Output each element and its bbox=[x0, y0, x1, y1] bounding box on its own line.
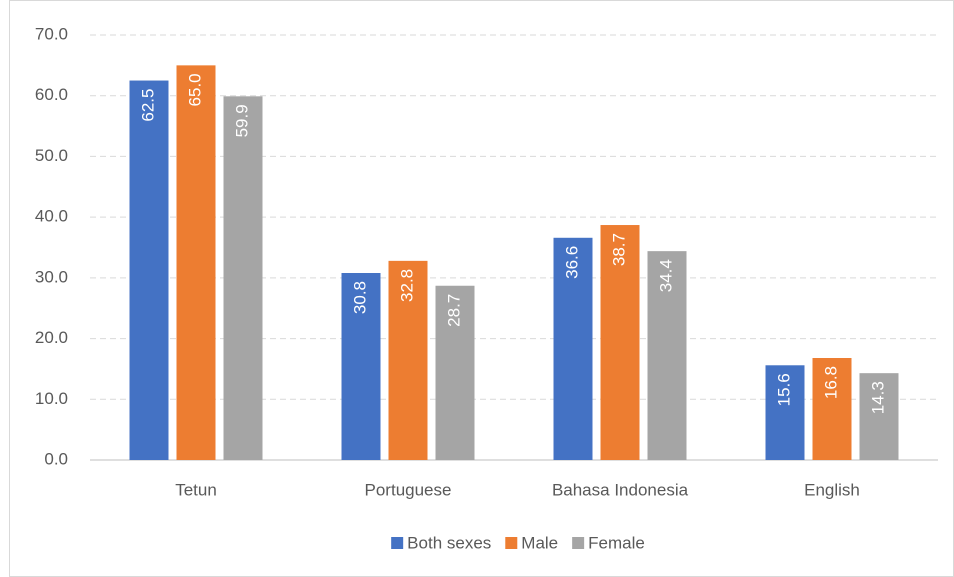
value-label: 14.3 bbox=[868, 381, 887, 414]
value-label: 15.6 bbox=[774, 373, 793, 406]
value-label: 16.8 bbox=[821, 366, 840, 399]
x-tick-label: Portuguese bbox=[365, 480, 452, 499]
y-tick-label: 60.0 bbox=[35, 85, 68, 104]
legend-label: Both sexes bbox=[407, 533, 491, 552]
x-tick-label: Bahasa Indonesia bbox=[552, 480, 689, 499]
legend-label: Male bbox=[521, 533, 558, 552]
value-label: 62.5 bbox=[138, 89, 157, 122]
y-tick-label: 20.0 bbox=[35, 328, 68, 347]
bar bbox=[223, 96, 263, 461]
legend-label: Female bbox=[588, 533, 645, 552]
value-label: 32.8 bbox=[397, 269, 416, 302]
bar bbox=[765, 365, 805, 460]
legend: Both sexes Male Female bbox=[391, 533, 645, 552]
legend-swatch bbox=[505, 537, 518, 549]
bar bbox=[129, 80, 169, 461]
bar bbox=[435, 285, 475, 460]
value-label: 28.7 bbox=[444, 294, 463, 327]
value-label: 36.6 bbox=[562, 246, 581, 279]
value-label: 65.0 bbox=[185, 73, 204, 106]
y-tick-label: 40.0 bbox=[35, 207, 68, 226]
bar bbox=[176, 65, 216, 460]
legend-swatch bbox=[391, 537, 404, 549]
value-label: 59.9 bbox=[232, 104, 251, 137]
bar bbox=[553, 237, 593, 460]
bar bbox=[341, 273, 381, 460]
bar bbox=[859, 373, 899, 460]
x-tick-label: English bbox=[804, 480, 860, 499]
y-tick-label: 50.0 bbox=[35, 146, 68, 165]
y-tick-label: 30.0 bbox=[35, 267, 68, 286]
bar bbox=[647, 251, 687, 460]
y-tick-label: 70.0 bbox=[35, 24, 68, 43]
legend-swatch bbox=[572, 537, 585, 549]
bar bbox=[812, 358, 852, 460]
value-label: 30.8 bbox=[350, 281, 369, 314]
y-tick-label: 0.0 bbox=[44, 449, 68, 468]
bar bbox=[600, 225, 640, 460]
bar bbox=[388, 260, 428, 460]
y-tick-label: 10.0 bbox=[35, 389, 68, 408]
value-label: 34.4 bbox=[656, 259, 675, 292]
value-label: 38.7 bbox=[609, 233, 628, 266]
x-tick-label: Tetun bbox=[175, 480, 217, 499]
